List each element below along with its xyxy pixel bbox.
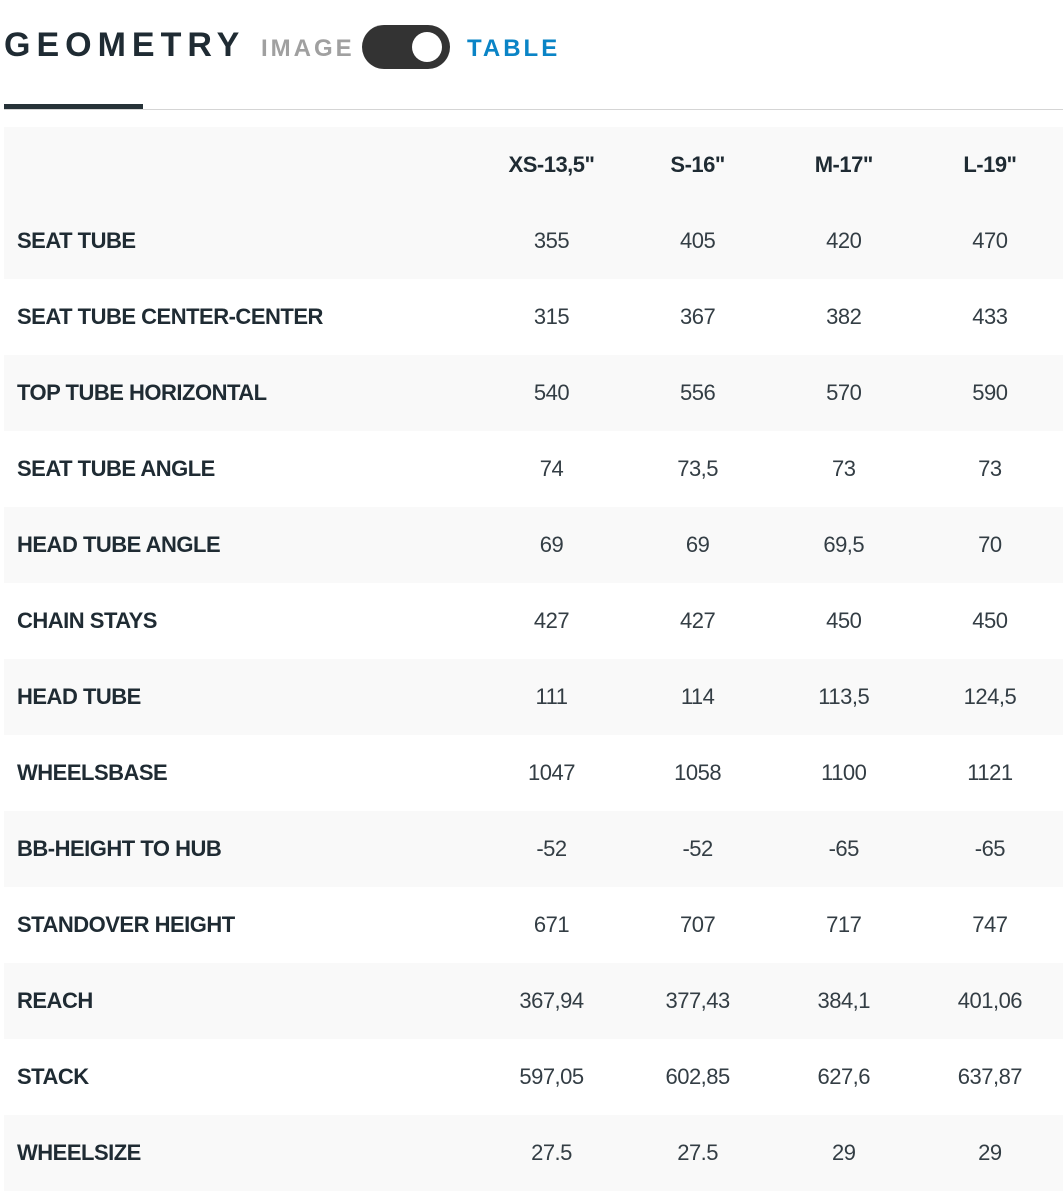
cell-value: 113,5 [818, 684, 870, 709]
cell-value: 405 [680, 228, 716, 253]
cell-value: -52 [536, 836, 567, 861]
cell-value: 427 [533, 608, 570, 633]
table-row: WHEELSIZE 27.5 27.5 29 29 [4, 1115, 1063, 1191]
geometry-header: GEOMETRY IMAGE TABLE [0, 0, 1063, 110]
row-label: STACK [17, 1064, 89, 1089]
view-option-table[interactable]: TABLE [467, 35, 561, 62]
cell-value: 367 [680, 304, 716, 329]
column-header-size: S-16" [670, 152, 725, 177]
view-toggle[interactable] [362, 25, 450, 69]
cell-value: 111 [535, 684, 568, 709]
cell-value: 27.5 [531, 1140, 572, 1165]
table-row: REACH 367,94 377,43 384,1 401,06 [4, 963, 1063, 1039]
cell-value: 450 [972, 608, 1008, 633]
column-header-size: XS-13,5" [508, 152, 595, 177]
cell-value: -65 [828, 836, 860, 861]
row-label: STANDOVER HEIGHT [17, 912, 235, 937]
row-label: TOP TUBE HORIZONTAL [17, 380, 267, 405]
cell-value: 69 [685, 532, 710, 557]
cell-value: 367,94 [519, 988, 584, 1013]
cell-value: 540 [533, 380, 570, 405]
cell-value: 747 [972, 912, 1008, 937]
row-label: CHAIN STAYS [17, 608, 157, 633]
cell-value: 1047 [528, 760, 575, 785]
row-label: WHEELSBASE [17, 760, 168, 785]
cell-value: 69,5 [823, 532, 865, 557]
cell-value: -65 [974, 836, 1006, 861]
cell-value: 450 [826, 608, 862, 633]
table-row: SEAT TUBE ANGLE 74 73,5 73 73 [4, 431, 1063, 507]
row-label: REACH [17, 988, 93, 1013]
cell-value: 401,06 [957, 988, 1023, 1013]
cell-value: 1121 [967, 760, 1013, 785]
cell-value: 27.5 [677, 1140, 719, 1165]
cell-value: 433 [972, 304, 1008, 329]
cell-value: 124,5 [963, 684, 1017, 709]
cell-value: 470 [972, 228, 1008, 253]
view-option-image[interactable]: IMAGE [261, 35, 355, 62]
row-label: HEAD TUBE [17, 684, 141, 709]
table-row: STACK 597,05 602,85 627,6 637,87 [4, 1039, 1063, 1115]
cell-value: 70 [978, 532, 1002, 557]
cell-value: 29 [832, 1140, 856, 1165]
toggle-knob [412, 32, 442, 62]
cell-value: 29 [978, 1140, 1002, 1165]
active-tab-indicator [4, 104, 143, 109]
cell-value: 1058 [674, 760, 722, 785]
divider [4, 109, 1063, 110]
cell-value: 1100 [821, 760, 867, 785]
cell-value: 570 [826, 380, 862, 405]
cell-value: 420 [826, 228, 862, 253]
cell-value: 602,85 [665, 1064, 730, 1089]
geometry-table: XS-13,5" S-16" M-17" L-19" SEAT TUBE 355 405 4… [4, 127, 1063, 1191]
cell-value: 114 [680, 684, 715, 709]
cell-value: 315 [533, 304, 570, 329]
column-header-size: L-19" [963, 152, 1017, 177]
cell-value: 556 [680, 380, 716, 405]
cell-value: 707 [680, 912, 716, 937]
row-label: HEAD TUBE ANGLE [17, 532, 221, 557]
cell-value: -52 [682, 836, 713, 861]
cell-value: 590 [972, 380, 1008, 405]
column-header-empty [4, 127, 478, 203]
cell-value: 73,5 [677, 456, 719, 481]
cell-value: 427 [680, 608, 716, 633]
cell-value: 671 [533, 912, 570, 937]
table-row: CHAIN STAYS 427 427 450 450 [4, 583, 1063, 659]
table-row: SEAT TUBE 355 405 420 470 [4, 203, 1063, 279]
row-label: SEAT TUBE CENTER-CENTER [17, 304, 323, 329]
cell-value: 384,1 [817, 988, 871, 1013]
cell-value: 382 [826, 304, 862, 329]
column-header-size: M-17" [814, 152, 874, 177]
cell-value: 73 [832, 456, 856, 481]
row-label: SEAT TUBE ANGLE [17, 456, 215, 481]
cell-value: 597,05 [519, 1064, 584, 1089]
table-row: SEAT TUBE CENTER-CENTER 315 367 382 433 [4, 279, 1063, 355]
cell-value: 74 [539, 456, 564, 481]
table-row: HEAD TUBE 111 114 113,5 124,5 [4, 659, 1063, 735]
row-label: WHEELSIZE [17, 1140, 141, 1165]
cell-value: 717 [826, 912, 862, 937]
table-row: BB-HEIGHT TO HUB -52 -52 -65 -65 [4, 811, 1063, 887]
table-row: STANDOVER HEIGHT 671 707 717 747 [4, 887, 1063, 963]
row-label: BB-HEIGHT TO HUB [17, 836, 222, 861]
cell-value: 377,43 [665, 988, 730, 1013]
cell-value: 355 [533, 228, 570, 253]
cell-value: 637,87 [957, 1064, 1023, 1089]
section-title: GEOMETRY [4, 26, 246, 64]
table-header-row: XS-13,5" S-16" M-17" L-19" [4, 127, 1063, 203]
cell-value: 69 [539, 532, 564, 557]
table-row: TOP TUBE HORIZONTAL 540 556 570 590 [4, 355, 1063, 431]
cell-value: 73 [978, 456, 1002, 481]
row-label: SEAT TUBE [17, 228, 136, 253]
table-row: WHEELSBASE 1047 1058 1100 1121 [4, 735, 1063, 811]
cell-value: 627,6 [817, 1064, 871, 1089]
table-row: HEAD TUBE ANGLE 69 69 69,5 70 [4, 507, 1063, 583]
